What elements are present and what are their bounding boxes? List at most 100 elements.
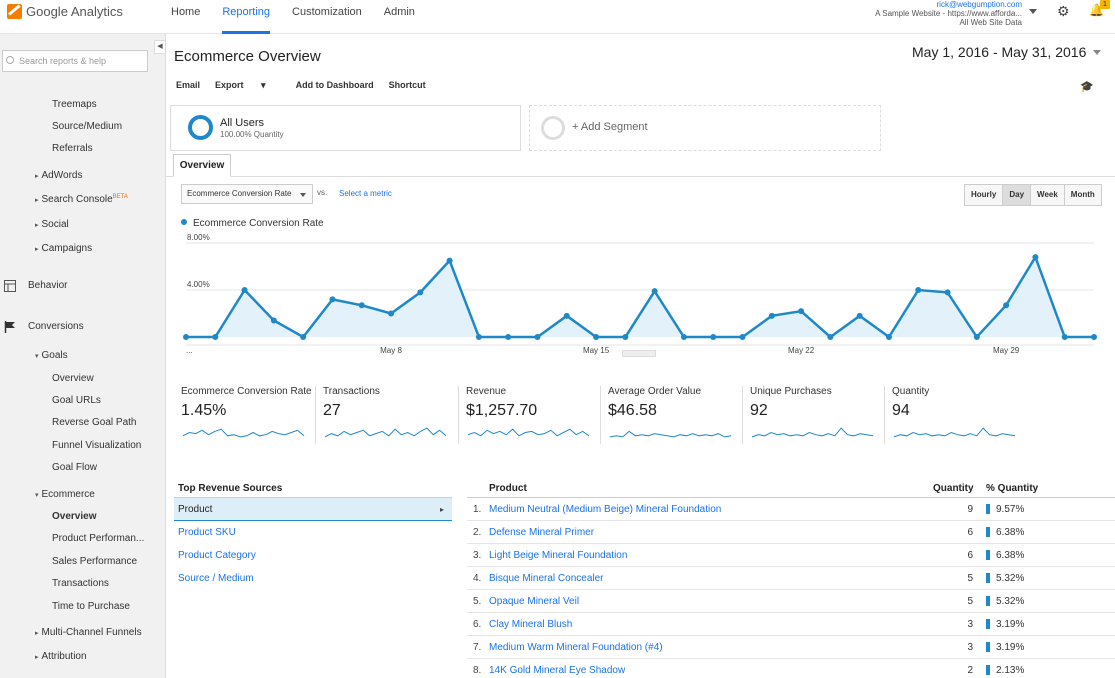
- product-link[interactable]: Opaque Mineral Veil: [489, 596, 580, 607]
- export-button[interactable]: Export ▾: [215, 80, 281, 91]
- sidebar-item-adwords[interactable]: ▸ AdWords: [35, 170, 82, 181]
- segment-all-users[interactable]: All Users 100.00% Quantity: [170, 105, 521, 151]
- sidebar-item-transactions[interactable]: Transactions: [52, 578, 109, 589]
- sidebar-item-sales-performance[interactable]: Sales Performance: [52, 556, 138, 567]
- account-selector[interactable]: rick@webgumption.com A Sample Website - …: [875, 0, 1022, 27]
- product-link[interactable]: Clay Mineral Blush: [489, 619, 573, 630]
- table-row[interactable]: 6. Clay Mineral Blush 3 3.19%: [467, 613, 1115, 636]
- table-row[interactable]: 5. Opaque Mineral Veil 5 5.32%: [467, 590, 1115, 613]
- search-input[interactable]: Search reports & help: [2, 50, 148, 72]
- date-end: May 31, 2016: [1001, 44, 1087, 60]
- data-point: [885, 334, 892, 340]
- collapse-sidebar-button[interactable]: ◀: [154, 40, 166, 54]
- sidebar-item-time-to-purchase[interactable]: Time to Purchase: [52, 601, 130, 612]
- sidebar-item-attribution[interactable]: ▸ Attribution: [35, 651, 87, 662]
- table-row[interactable]: 3. Light Beige Mineral Foundation 6 6.38%: [467, 544, 1115, 567]
- sidebar-item-funnel-visualization[interactable]: Funnel Visualization: [52, 440, 142, 451]
- table-row[interactable]: 7. Medium Warm Mineral Foundation (#4) 3 3.…: [467, 636, 1115, 659]
- granularity-month-button[interactable]: Month: [1064, 185, 1101, 205]
- tab-admin[interactable]: Admin: [383, 6, 415, 18]
- data-point: [534, 334, 541, 340]
- product-link[interactable]: Light Beige Mineral Foundation: [489, 550, 628, 561]
- email-button[interactable]: Email: [176, 80, 201, 90]
- kpi-tile[interactable]: Revenue $1,257.70: [466, 386, 606, 444]
- sidebar-item-source-medium[interactable]: Source/Medium: [52, 121, 123, 132]
- chevron-down-icon: ▾: [261, 80, 266, 90]
- sidebar-item-ecommerce-overview[interactable]: Overview: [52, 511, 97, 522]
- tab-customization[interactable]: Customization: [292, 6, 362, 18]
- metric-dropdown[interactable]: Ecommerce Conversion Rate: [181, 184, 313, 204]
- column-header-pct-quantity[interactable]: % Quantity: [986, 483, 1039, 494]
- column-header-product[interactable]: Product: [489, 483, 527, 494]
- sidebar-item-campaigns[interactable]: ▸ Campaigns: [35, 243, 92, 254]
- revenue-source-product-sku[interactable]: Product SKU: [178, 527, 236, 538]
- kpi-tile[interactable]: Unique Purchases 92: [750, 386, 890, 444]
- data-point: [944, 289, 951, 296]
- sidebar-item-social[interactable]: ▸ Social: [35, 219, 69, 230]
- product-link[interactable]: Bisque Mineral Concealer: [489, 573, 604, 584]
- kpi-tile[interactable]: Transactions 27: [323, 386, 463, 444]
- sidebar-item-behavior[interactable]: Behavior: [28, 280, 68, 291]
- column-header-quantity[interactable]: Quantity: [933, 483, 974, 494]
- sidebar-item-reverse-goal-path[interactable]: Reverse Goal Path: [52, 417, 137, 428]
- granularity-week-button[interactable]: Week: [1031, 185, 1065, 205]
- page-title: Ecommerce Overview: [174, 48, 321, 65]
- sidebar-item-search-console[interactable]: ▸ Search ConsoleBETA: [35, 194, 128, 205]
- data-point: [680, 334, 687, 340]
- sidebar-item-referrals[interactable]: Referrals: [52, 143, 93, 154]
- granularity-hourly-button[interactable]: Hourly: [965, 185, 1004, 205]
- tab-overview[interactable]: Overview: [173, 154, 231, 177]
- app-name: Google Analytics: [26, 4, 123, 19]
- account-dropdown-icon[interactable]: [1029, 9, 1037, 14]
- sidebar-item-ecommerce[interactable]: ▾ Ecommerce: [35, 489, 95, 500]
- revenue-source-product[interactable]: Product ▸: [174, 498, 452, 521]
- top-bar: Google Analytics Home Reporting Customiz…: [0, 0, 1115, 34]
- tab-home[interactable]: Home: [171, 6, 201, 18]
- revenue-source-product-category[interactable]: Product Category: [178, 550, 256, 561]
- select-metric-link[interactable]: Select a metric: [339, 189, 392, 198]
- shortcut-button[interactable]: Shortcut: [388, 80, 426, 90]
- sidebar-item-label: Attribution: [41, 651, 87, 662]
- sidebar-item-goals-overview[interactable]: Overview: [52, 373, 94, 384]
- sidebar-item-goals[interactable]: ▾ Goals: [35, 350, 68, 361]
- date-dropdown-icon[interactable]: [1093, 50, 1101, 55]
- data-point: [388, 310, 395, 317]
- kpi-tile[interactable]: Average Order Value $46.58: [608, 386, 748, 444]
- table-row[interactable]: 2. Defense Mineral Primer 6 6.38%: [467, 521, 1115, 544]
- add-to-dashboard-button[interactable]: Add to Dashboard: [295, 80, 374, 90]
- product-link[interactable]: Medium Warm Mineral Foundation (#4): [489, 642, 663, 653]
- kpi-tile[interactable]: Ecommerce Conversion Rate 1.45%: [181, 386, 321, 444]
- table-row[interactable]: 4. Bisque Mineral Concealer 5 5.32%: [467, 567, 1115, 590]
- table-row[interactable]: 1. Medium Neutral (Medium Beige) Mineral …: [467, 498, 1115, 521]
- sidebar-item-conversions[interactable]: Conversions: [28, 321, 84, 332]
- chart-resize-handle[interactable]: [622, 350, 656, 357]
- add-segment-button[interactable]: + Add Segment: [529, 105, 881, 151]
- sidebar-item-product-performance[interactable]: Product Performan...: [52, 533, 145, 544]
- chevron-right-icon: ▸: [35, 173, 39, 180]
- product-link[interactable]: Medium Neutral (Medium Beige) Mineral Fo…: [489, 504, 722, 515]
- kpi-tile[interactable]: Quantity 94: [892, 386, 1032, 444]
- date-range-picker[interactable]: May 1, 2016 - May 31, 2016: [912, 44, 1086, 60]
- sidebar-item-treemaps[interactable]: Treemaps: [52, 99, 97, 110]
- search-icon: [6, 56, 14, 64]
- graduation-cap-icon[interactable]: 🎓: [1080, 81, 1094, 93]
- granularity-day-button[interactable]: Day: [1003, 185, 1032, 205]
- product-link[interactable]: 14K Gold Mineral Eye Shadow: [489, 665, 626, 676]
- sidebar-item-goal-flow[interactable]: Goal Flow: [52, 462, 98, 473]
- sidebar-item-goal-urls[interactable]: Goal URLs: [52, 395, 101, 406]
- revenue-source-source-medium[interactable]: Source / Medium: [178, 573, 254, 584]
- product-link[interactable]: Defense Mineral Primer: [489, 527, 595, 538]
- sidebar-item-multi-channel-funnels[interactable]: ▸ Multi-Channel Funnels: [35, 627, 142, 638]
- app-logo[interactable]: Google Analytics: [7, 4, 123, 19]
- account-email: rick@webgumption.com: [936, 0, 1022, 9]
- table-row[interactable]: 8. 14K Gold Mineral Eye Shadow 2 2.13%: [467, 659, 1115, 678]
- sidebar-item-label: Multi-Channel Funnels: [41, 627, 142, 638]
- data-point: [710, 334, 717, 340]
- gear-icon[interactable]: ⚙: [1057, 3, 1070, 19]
- conversion-rate-chart[interactable]: 8.00% 4.00%... May 8 May 15 May 22 May 29: [166, 234, 1106, 359]
- sparkline-path: [609, 430, 732, 438]
- kpi-sparkline: [324, 427, 447, 438]
- data-point: [1032, 254, 1039, 261]
- chevron-down-icon: [300, 193, 306, 197]
- tab-reporting[interactable]: Reporting: [222, 0, 271, 34]
